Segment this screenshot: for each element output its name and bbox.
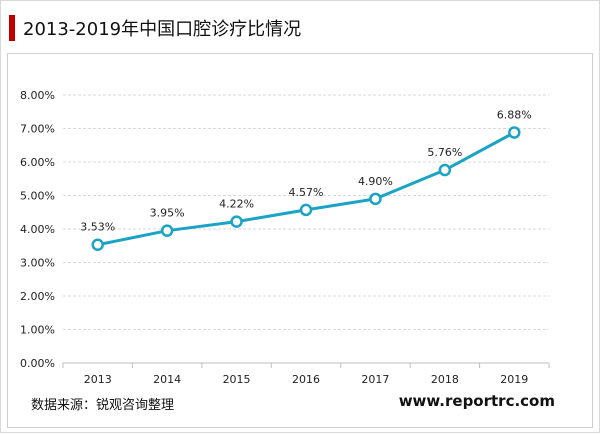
x-tick-label: 2018 bbox=[431, 373, 459, 386]
data-label: 4.22% bbox=[219, 198, 254, 211]
website-url: www.reportrc.com bbox=[398, 392, 555, 410]
label-layer: 3.53% 3.95% 4.22% 4.57% 4.90% 5.76% 6.88% bbox=[80, 109, 532, 234]
data-point-marker bbox=[438, 163, 452, 177]
page-title: 2013-2019年中国口腔诊疗比情况 bbox=[23, 19, 302, 40]
axis-layer: 0.00% 1.00% 2.00% 3.00% 4.00% 5.00% 6.00% 7.00%… bbox=[20, 89, 550, 386]
x-tick-label: 2013 bbox=[84, 373, 112, 386]
x-tick-label: 2014 bbox=[153, 373, 181, 386]
grid-layer bbox=[63, 94, 549, 330]
data-label: 3.95% bbox=[150, 207, 185, 220]
y-tick-label: 6.00% bbox=[20, 156, 55, 169]
y-tick-label: 2.00% bbox=[20, 290, 55, 303]
x-tick-label: 2015 bbox=[223, 373, 251, 386]
data-label: 5.76% bbox=[427, 146, 462, 159]
data-point-marker bbox=[299, 203, 313, 217]
y-tick-label: 5.00% bbox=[20, 190, 55, 203]
title-bar: 2013-2019年中国口腔诊疗比情况 bbox=[9, 14, 301, 42]
data-point-marker bbox=[230, 215, 243, 228]
y-tick-label: 4.00% bbox=[20, 223, 55, 236]
data-point-marker bbox=[508, 126, 521, 139]
data-label: 4.57% bbox=[289, 186, 324, 199]
data-point-marker bbox=[91, 238, 104, 251]
data-label: 6.88% bbox=[497, 109, 532, 122]
x-tick-label: 2017 bbox=[361, 373, 389, 386]
series-layer bbox=[91, 126, 521, 251]
data-point-marker bbox=[369, 192, 382, 206]
x-tick-label: 2016 bbox=[292, 373, 320, 386]
data-point-marker bbox=[160, 224, 174, 237]
y-tick-label: 7.00% bbox=[20, 123, 55, 136]
y-tick-label: 8.00% bbox=[20, 89, 55, 102]
y-tick-label: 0.00% bbox=[20, 357, 55, 370]
x-tick-label: 2019 bbox=[500, 373, 528, 386]
data-source-note: 数据来源：锐观咨询整理 bbox=[31, 398, 175, 413]
data-label: 3.53% bbox=[80, 221, 115, 234]
y-tick-label: 3.00% bbox=[20, 257, 55, 270]
chart-panel bbox=[7, 53, 593, 428]
title-accent-bar bbox=[9, 15, 15, 41]
data-label: 4.90% bbox=[358, 175, 393, 188]
y-tick-label: 1.00% bbox=[20, 324, 55, 337]
